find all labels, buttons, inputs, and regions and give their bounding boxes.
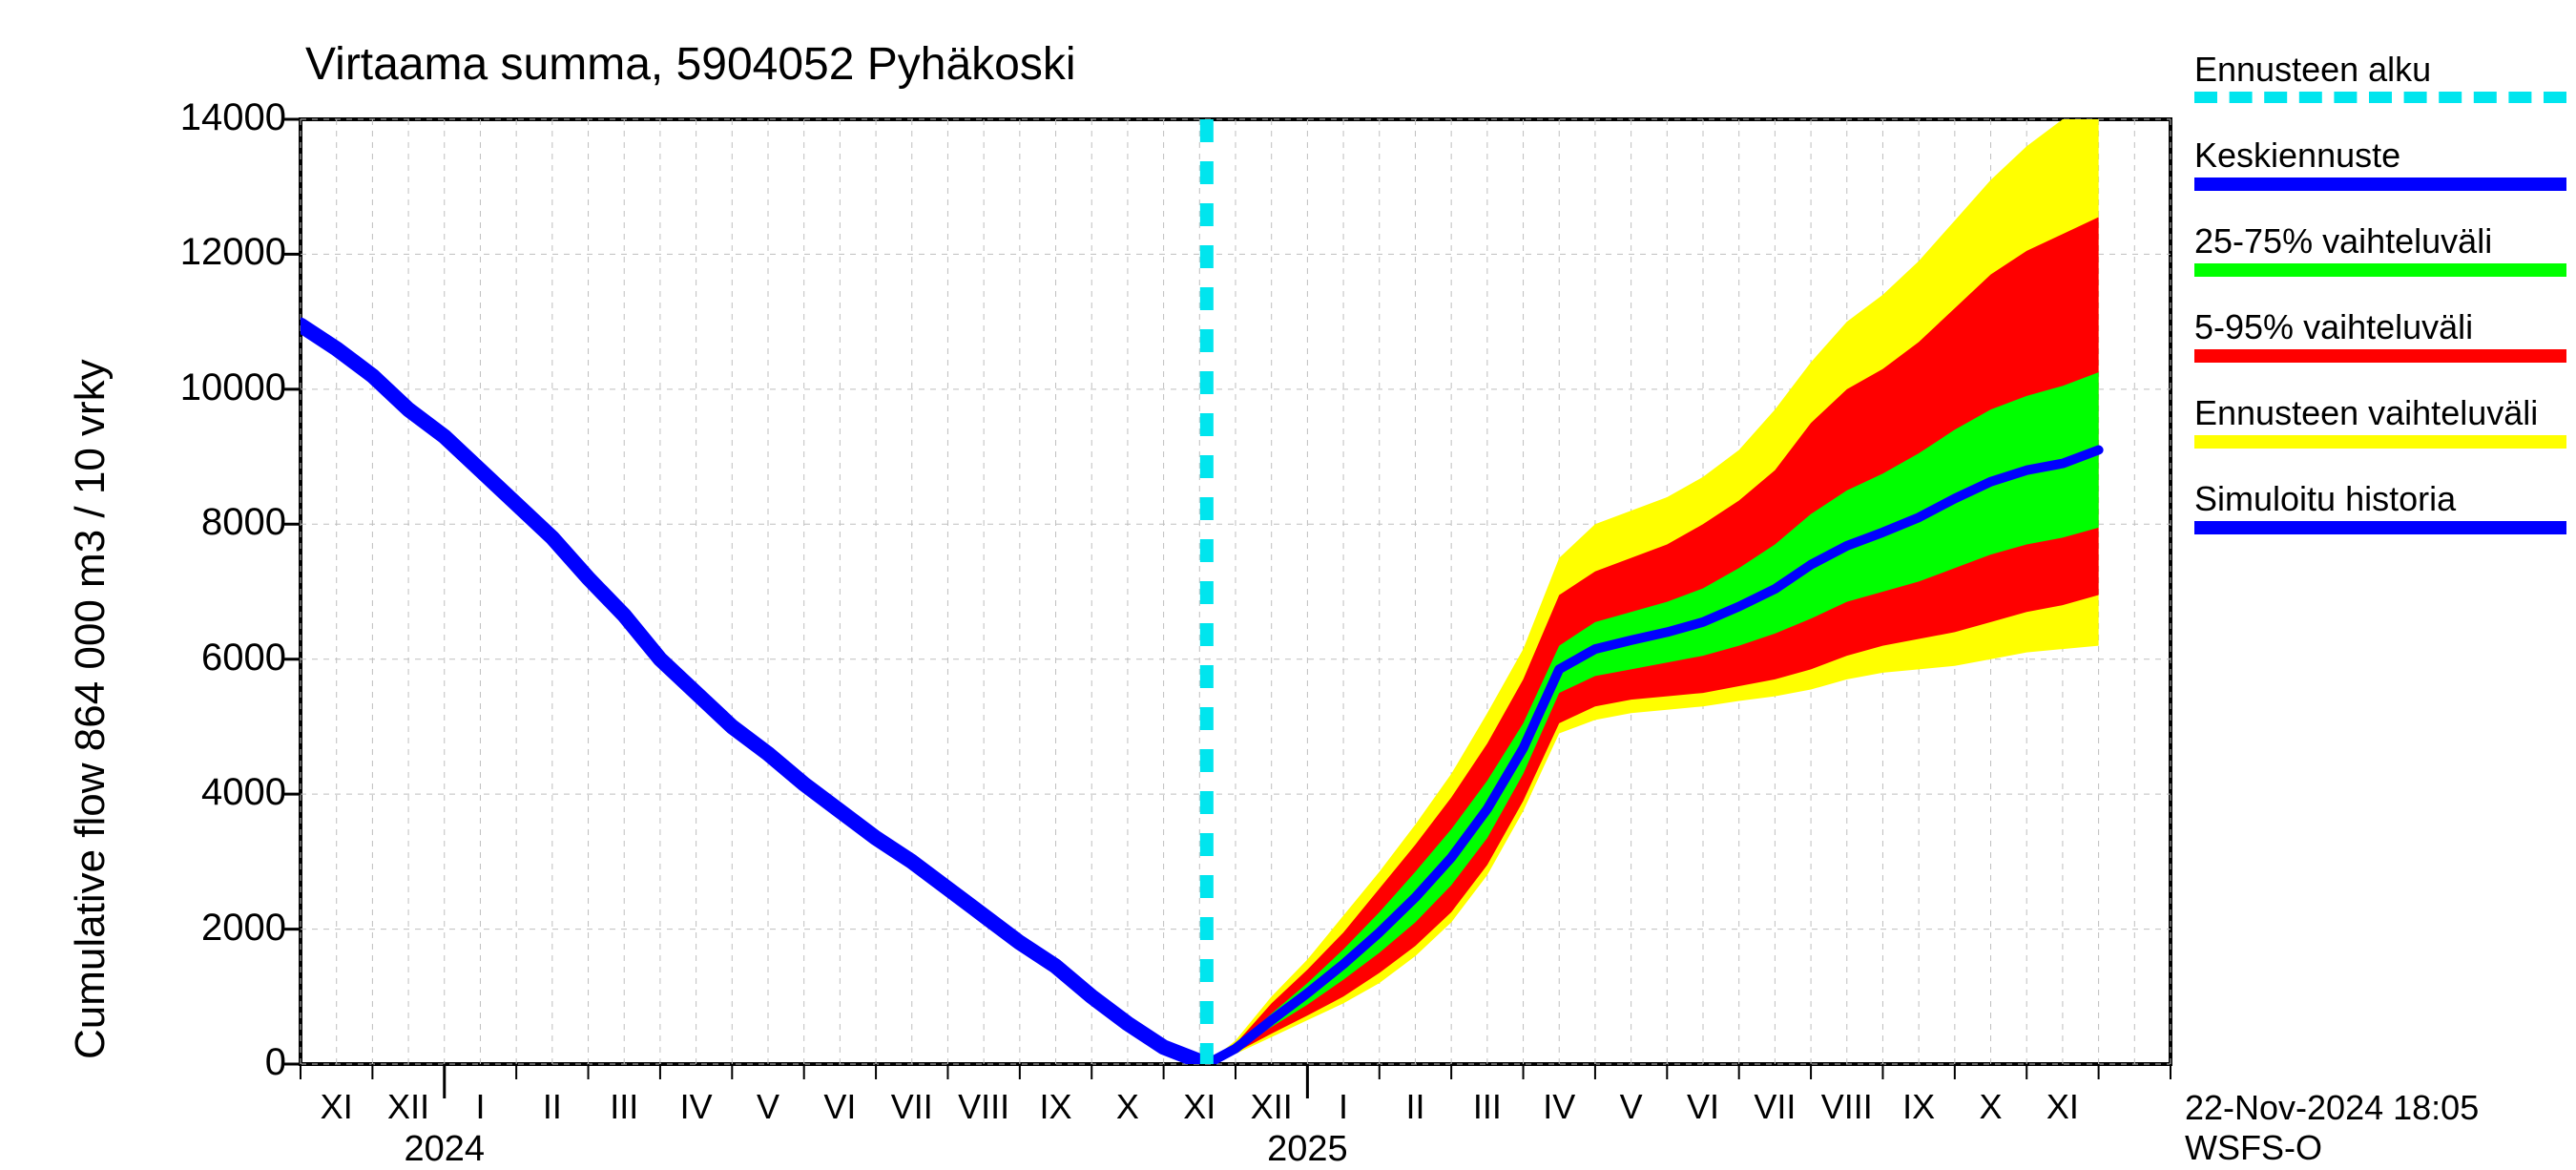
x-tick-label: XI — [2046, 1087, 2079, 1127]
y-tick-label: 4000 — [143, 771, 286, 814]
y-tick-label: 10000 — [143, 366, 286, 409]
x-tick-label: IX — [1902, 1087, 1935, 1127]
legend-swatch — [2194, 435, 2566, 449]
legend-swatch — [2194, 178, 2566, 191]
x-tick-label: V — [1620, 1087, 1643, 1127]
legend-swatch — [2194, 263, 2566, 277]
x-tick-label: IV — [680, 1087, 713, 1127]
x-tick-label: VII — [1754, 1087, 1796, 1127]
y-tick-label: 2000 — [143, 907, 286, 950]
legend-label: Keskiennuste — [2194, 136, 2400, 176]
y-tick-label: 14000 — [143, 96, 286, 139]
y-tick-label: 0 — [143, 1041, 286, 1084]
x-tick-label: V — [757, 1087, 779, 1127]
legend-swatch — [2194, 92, 2566, 103]
chart-container: Virtaama summa, 5904052 Pyhäkoski Cumula… — [0, 0, 2576, 1145]
x-tick-label: IV — [1543, 1087, 1575, 1127]
x-tick-label: IX — [1040, 1087, 1072, 1127]
y-tick-label: 12000 — [143, 231, 286, 274]
legend-label: 25-75% vaihteluväli — [2194, 221, 2492, 261]
y-tick-label: 6000 — [143, 637, 286, 679]
x-tick-label: VII — [891, 1087, 933, 1127]
x-tick-label: XI — [321, 1087, 353, 1127]
x-tick-label: XII — [1251, 1087, 1293, 1127]
x-tick-label: III — [610, 1087, 638, 1127]
y-tick-label: 8000 — [143, 501, 286, 544]
plot-svg — [0, 0, 2576, 1145]
x-tick-label: VI — [1687, 1087, 1719, 1127]
legend-label: Simuloitu historia — [2194, 479, 2456, 519]
x-tick-label: X — [1980, 1087, 2003, 1127]
x-tick-label: III — [1473, 1087, 1502, 1127]
x-tick-label: I — [1339, 1087, 1348, 1127]
x-tick-label: XII — [387, 1087, 429, 1127]
legend-label: Ennusteen alku — [2194, 50, 2431, 90]
x-tick-label: II — [1405, 1087, 1424, 1127]
x-tick-label: VIII — [958, 1087, 1009, 1127]
footer-timestamp: 22-Nov-2024 18:05 WSFS-O — [2185, 1088, 2576, 1168]
legend-label: Ennusteen vaihteluväli — [2194, 393, 2538, 433]
x-tick-label: VIII — [1821, 1087, 1873, 1127]
x-tick-label: XI — [1183, 1087, 1215, 1127]
x-tick-label: VI — [823, 1087, 856, 1127]
x-year-label: 2024 — [404, 1129, 485, 1170]
legend-label: 5-95% vaihteluväli — [2194, 307, 2473, 347]
x-year-label: 2025 — [1267, 1129, 1348, 1170]
x-tick-label: X — [1116, 1087, 1139, 1127]
legend-swatch — [2194, 521, 2566, 534]
x-tick-label: II — [543, 1087, 562, 1127]
x-tick-label: I — [475, 1087, 485, 1127]
legend-swatch — [2194, 349, 2566, 363]
